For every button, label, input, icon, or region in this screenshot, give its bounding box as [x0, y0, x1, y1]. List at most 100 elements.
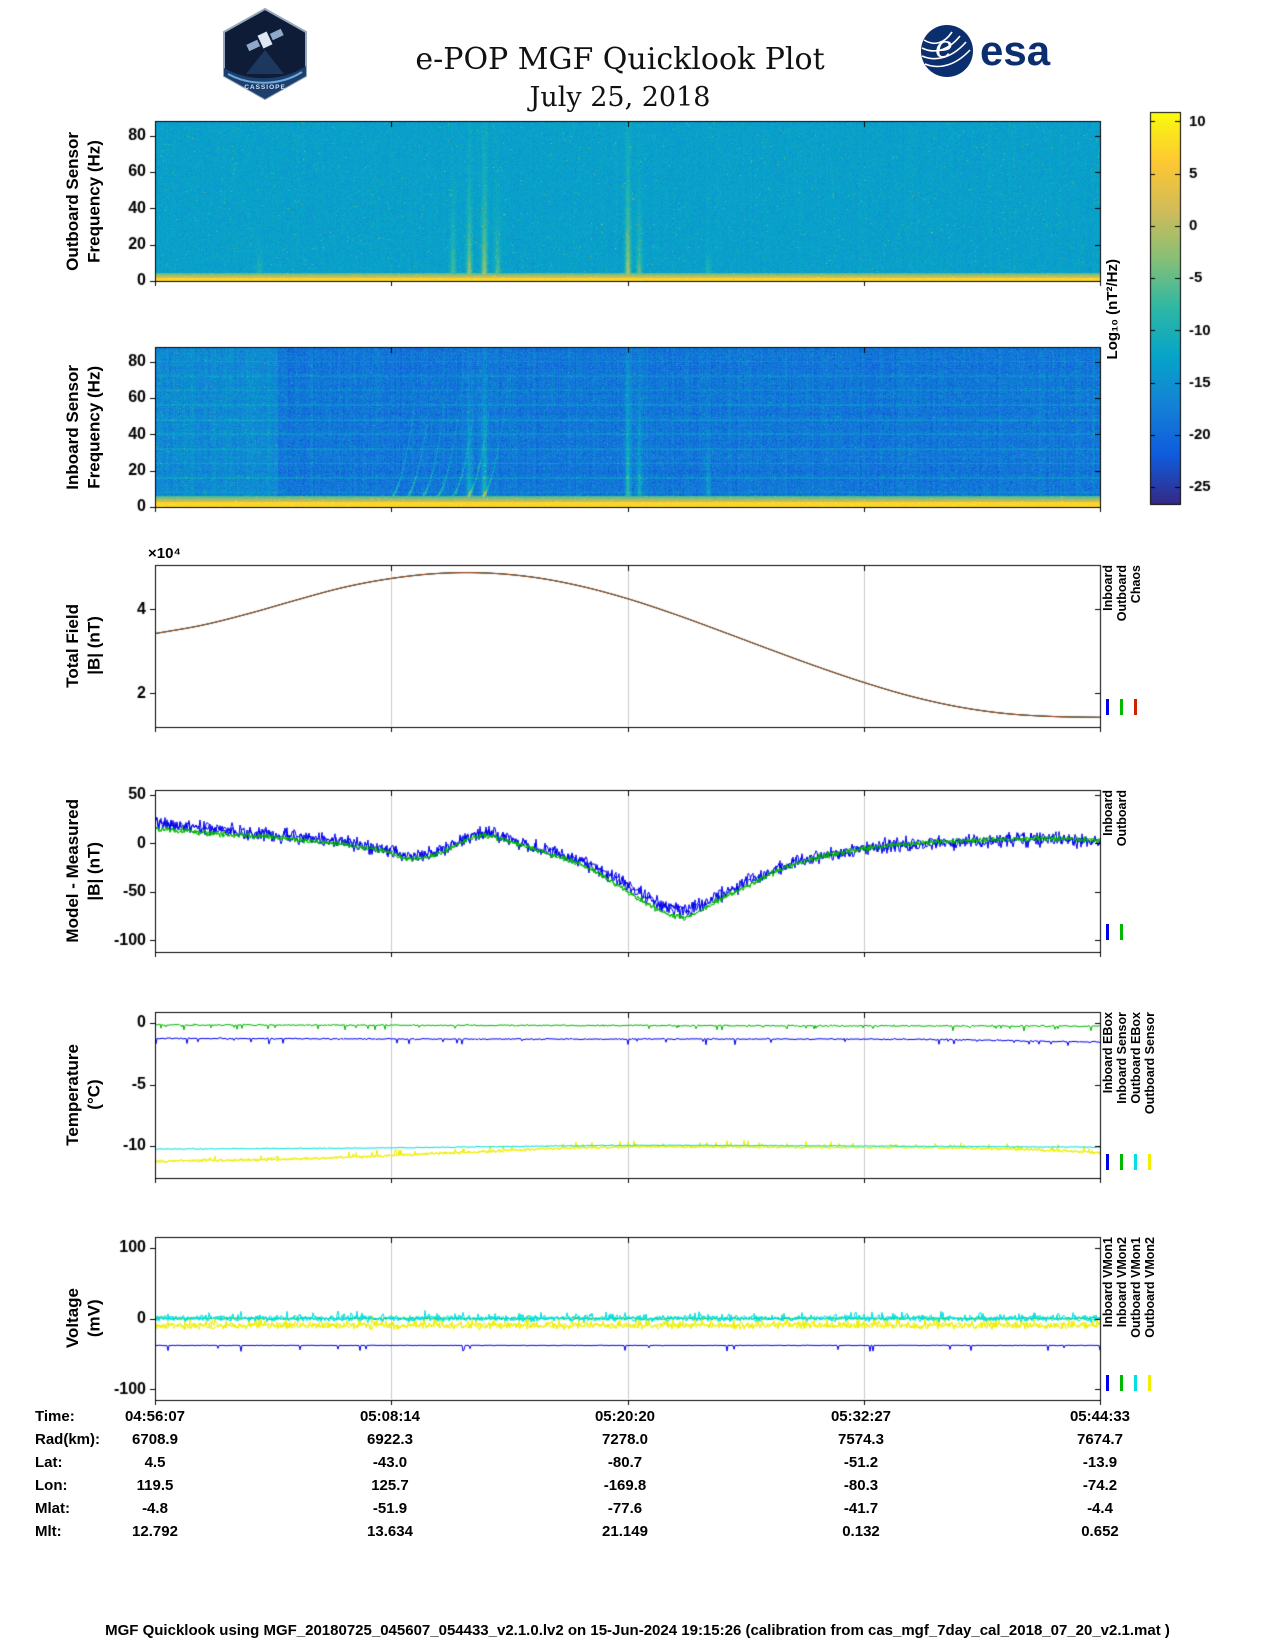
- legend-swatch: [1106, 924, 1109, 940]
- info-value: -13.9: [1082, 1454, 1118, 1471]
- model-measured-ylabel: Model - Measured |B| (nT): [54, 790, 112, 952]
- colorbar-canvas: [1143, 104, 1265, 514]
- total-field-ylabel-text: Total Field |B| (nT): [62, 604, 103, 688]
- colorbar-label-text: Log₁₀ (nT²/Hz): [1103, 258, 1121, 360]
- legend-item-inboard-vmon1: Inboard VMon1: [1100, 1237, 1115, 1403]
- temperature-ylabel: Temperature (°C): [54, 1012, 112, 1178]
- info-row-lat: Lat: 4.5 -43.0 -80.7 -51.2 -13.9: [0, 1454, 1275, 1477]
- esa-logo-text: esa: [980, 27, 1051, 74]
- legend-label: Outboard: [1114, 565, 1129, 622]
- legend-item-chaos: Chaos: [1128, 565, 1143, 727]
- legend-item-outboard-vmon2: Outboard VMon2: [1142, 1237, 1157, 1403]
- info-value: 05:32:27: [830, 1408, 892, 1425]
- info-value: 0.652: [1081, 1523, 1119, 1540]
- info-value: 05:20:20: [594, 1408, 656, 1425]
- legend-swatch: [1106, 1375, 1109, 1391]
- info-value: 04:56:07: [124, 1408, 186, 1425]
- legend-label: Outboard VMon2: [1142, 1237, 1157, 1338]
- outboard-spectrogram-ylabel: Outboard Sensor Frequency (Hz): [54, 121, 112, 281]
- info-value: -51.9: [372, 1500, 408, 1517]
- legend-label: Inboard EBox: [1100, 1012, 1115, 1094]
- info-value: 05:08:14: [359, 1408, 421, 1425]
- info-value: -4.8: [142, 1500, 168, 1517]
- info-value: -80.7: [607, 1454, 643, 1471]
- legend-item-inboard-sensor: Inboard Sensor: [1114, 1012, 1129, 1182]
- temperature-plot-canvas: [105, 998, 1110, 1192]
- legend-item-outboard-vmon1: Outboard VMon1: [1128, 1237, 1143, 1403]
- outboard-spectrogram-ylabel-text: Outboard Sensor Frequency (Hz): [62, 131, 103, 271]
- colorbar-label: Log₁₀ (nT²/Hz): [1094, 104, 1130, 514]
- legend-item-inboard: Inboard: [1101, 565, 1115, 727]
- legend-label: Inboard VMon2: [1114, 1237, 1129, 1328]
- esa-emblem-letter: e: [935, 30, 953, 65]
- info-value: 119.5: [136, 1477, 174, 1494]
- legend-label: Outboard: [1114, 790, 1129, 847]
- esa-emblem-graphic: [921, 25, 973, 77]
- voltage-plot-canvas: [105, 1223, 1110, 1412]
- legend-swatch: [1148, 1375, 1151, 1391]
- legend-label: Outboard EBox: [1128, 1012, 1143, 1104]
- info-value: 6708.9: [132, 1431, 178, 1448]
- info-row-label: Rad(km):: [35, 1431, 101, 1448]
- legend-item-inboard-vmon2: Inboard VMon2: [1114, 1237, 1129, 1403]
- legend-item-inboard: Inboard: [1100, 790, 1115, 952]
- legend-swatch: [1106, 699, 1109, 715]
- info-value: -169.8: [603, 1477, 647, 1494]
- info-row-mlat: Mlat: -4.8 -51.9 -77.6 -41.7 -4.4: [0, 1500, 1275, 1523]
- info-value: 125.7: [371, 1477, 409, 1494]
- info-row-label: Lon:: [35, 1477, 68, 1494]
- legend-label: Inboard Sensor: [1114, 1012, 1129, 1104]
- legend-item-outboard-ebox: Outboard EBox: [1128, 1012, 1143, 1182]
- info-value: 7574.3: [838, 1431, 884, 1448]
- inboard-spectrogram-ylabel-text: Inboard Sensor Frequency (Hz): [62, 364, 103, 490]
- model-measured-ylabel-text: Model - Measured |B| (nT): [62, 799, 103, 943]
- inboard-spectrogram-ylabel: Inboard Sensor Frequency (Hz): [54, 347, 112, 507]
- legend-swatch: [1120, 1154, 1123, 1170]
- info-row-mlt: Mlt: 12.792 13.634 21.149 0.132 0.652: [0, 1523, 1275, 1546]
- legend-item-outboard: Outboard: [1114, 790, 1129, 952]
- legend-label: Chaos: [1128, 565, 1143, 604]
- info-row-lon: Lon: 119.5 125.7 -169.8 -80.3 -74.2: [0, 1477, 1275, 1500]
- info-value: -43.0: [372, 1454, 408, 1471]
- legend-swatch: [1120, 1375, 1123, 1391]
- ephemeris-table: Time: 04:56:07 05:08:14 05:20:20 05:32:27 05:…: [0, 1408, 1275, 1548]
- legend-swatch: [1148, 1154, 1151, 1170]
- legend-label: Inboard: [1100, 790, 1115, 836]
- info-value: 13.634: [367, 1523, 413, 1540]
- footer-note: MGF Quicklook using MGF_20180725_045607_…: [105, 1622, 1170, 1639]
- legend-swatch: [1106, 1154, 1109, 1170]
- voltage-legend: Inboard VMon1 Inboard VMon2 Outboard VMon1…: [1100, 1237, 1157, 1403]
- esa-logo: e esa: [920, 24, 1050, 78]
- voltage-ylabel: Voltage (mV): [54, 1237, 112, 1400]
- info-row-label: Mlt:: [35, 1523, 62, 1540]
- legend-item-outboard-sensor: Outboard Sensor: [1143, 1012, 1157, 1182]
- model-measured-plot-canvas: [105, 776, 1110, 966]
- info-value: -51.2: [843, 1454, 879, 1471]
- legend-label: Inboard VMon1: [1100, 1237, 1115, 1328]
- total-field-ylabel: Total Field |B| (nT): [54, 565, 112, 727]
- inboard-spectrogram-canvas: [105, 333, 1110, 521]
- model-measured-legend: Inboard Outboard: [1100, 790, 1129, 952]
- legend-item-outboard: Outboard: [1114, 565, 1129, 727]
- legend-swatch: [1134, 1375, 1137, 1391]
- info-value: 7674.7: [1077, 1431, 1123, 1448]
- info-row-time: Time: 04:56:07 05:08:14 05:20:20 05:32:27 05:…: [0, 1408, 1275, 1431]
- info-row-label: Mlat:: [35, 1500, 70, 1517]
- total-field-plot-canvas: [105, 551, 1110, 741]
- legend-swatch: [1134, 699, 1137, 715]
- legend-label: Outboard VMon1: [1128, 1237, 1143, 1338]
- info-value: 6922.3: [367, 1431, 413, 1448]
- info-value: 4.5: [144, 1454, 166, 1471]
- total-field-legend: Inboard Outboard Chaos: [1101, 565, 1143, 727]
- outboard-spectrogram-canvas: [105, 107, 1110, 295]
- page-title: e-POP MGF Quicklook Plot: [415, 42, 825, 77]
- cassiope-hexagon-graphic: [223, 7, 307, 101]
- info-row-label: Lat:: [35, 1454, 63, 1471]
- info-row-label: Time:: [35, 1408, 75, 1425]
- legend-swatch: [1120, 699, 1123, 715]
- legend-swatch: [1134, 1154, 1137, 1170]
- info-value: 12.792: [132, 1523, 178, 1540]
- info-value: 21.149: [602, 1523, 648, 1540]
- info-value: -4.4: [1087, 1500, 1113, 1517]
- info-value: -41.7: [843, 1500, 879, 1517]
